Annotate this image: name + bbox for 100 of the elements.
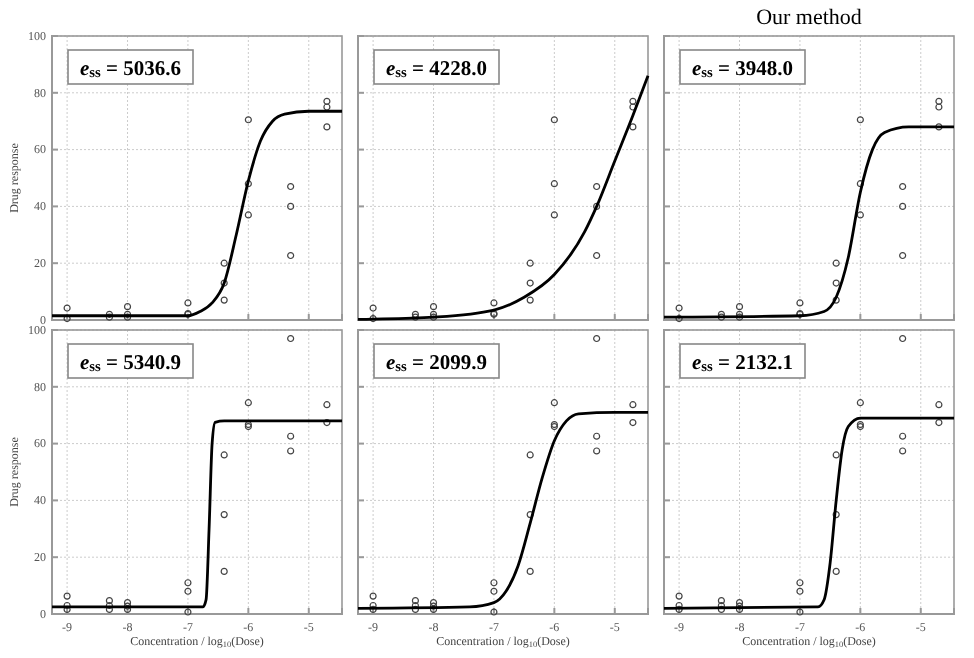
point [220, 296, 228, 304]
point [123, 602, 132, 610]
point [369, 304, 377, 312]
point [832, 296, 840, 304]
point [629, 401, 637, 409]
annotation: e$_{ss}$ = 5036.6 [80, 59, 181, 82]
point [899, 202, 907, 210]
point [832, 259, 840, 267]
point [244, 116, 252, 124]
point [369, 592, 377, 600]
point [550, 116, 558, 124]
point [63, 304, 71, 312]
point [593, 251, 601, 260]
point [323, 123, 331, 131]
point [593, 182, 601, 191]
annotation: e$_{ss}$ = 2099.9 [386, 353, 487, 376]
point [490, 579, 498, 587]
point [899, 251, 907, 260]
point [629, 419, 637, 427]
point [550, 211, 558, 219]
point [796, 299, 804, 307]
point [935, 103, 943, 111]
point [411, 310, 419, 318]
point [526, 451, 534, 459]
point [735, 599, 744, 607]
point [323, 103, 331, 111]
point [220, 259, 228, 267]
point [796, 579, 804, 587]
point [490, 587, 498, 595]
point [935, 123, 943, 131]
point [899, 432, 907, 440]
point [429, 602, 438, 610]
point [429, 303, 438, 311]
point [244, 399, 252, 407]
point [287, 182, 295, 191]
point [411, 313, 419, 321]
point [735, 602, 744, 610]
point [675, 592, 683, 600]
point [105, 597, 113, 605]
point [105, 605, 113, 614]
annotation: e$_{ss}$ = 4228.0 [386, 59, 487, 82]
annotation: e$_{ss}$ = 3948.0 [692, 59, 793, 82]
point [220, 279, 228, 287]
line-series [50, 419, 344, 609]
point [935, 401, 943, 409]
point [832, 451, 840, 459]
point [593, 334, 601, 343]
point [287, 432, 295, 440]
point [832, 567, 840, 575]
annotation: e$_{ss}$ = 5340.9 [80, 353, 181, 376]
point [899, 182, 907, 191]
point [287, 251, 295, 260]
point [856, 399, 864, 407]
point [184, 587, 192, 595]
point [550, 180, 558, 188]
point [856, 211, 864, 219]
point [796, 587, 804, 595]
point [629, 123, 637, 131]
point [593, 202, 601, 210]
point [220, 511, 228, 519]
point [123, 303, 132, 311]
point [935, 97, 943, 105]
point [411, 597, 419, 605]
point [323, 401, 331, 409]
point [244, 211, 252, 219]
point [593, 447, 601, 455]
point [526, 279, 534, 287]
point [832, 279, 840, 287]
point [123, 599, 132, 607]
point [105, 310, 113, 318]
point [935, 419, 943, 427]
point [526, 296, 534, 304]
point [675, 304, 683, 312]
point [220, 451, 228, 459]
point [899, 334, 907, 343]
point [550, 399, 558, 407]
point [899, 447, 907, 455]
point [735, 303, 744, 311]
point [287, 334, 295, 343]
point [287, 202, 295, 210]
point [629, 103, 637, 111]
point [287, 447, 295, 455]
point [429, 599, 438, 607]
point [717, 597, 725, 605]
line-series [50, 109, 344, 318]
point [220, 567, 228, 575]
point [323, 97, 331, 105]
point [244, 180, 252, 188]
point [629, 97, 637, 105]
point [63, 601, 71, 610]
point [526, 259, 534, 267]
point [490, 299, 498, 307]
chart-title: Our method [756, 6, 863, 30]
point [184, 299, 192, 307]
annotation: e$_{ss}$ = 2132.1 [692, 353, 793, 376]
point [63, 592, 71, 600]
point [856, 116, 864, 124]
point [526, 567, 534, 575]
point [717, 313, 725, 321]
point [593, 432, 601, 440]
